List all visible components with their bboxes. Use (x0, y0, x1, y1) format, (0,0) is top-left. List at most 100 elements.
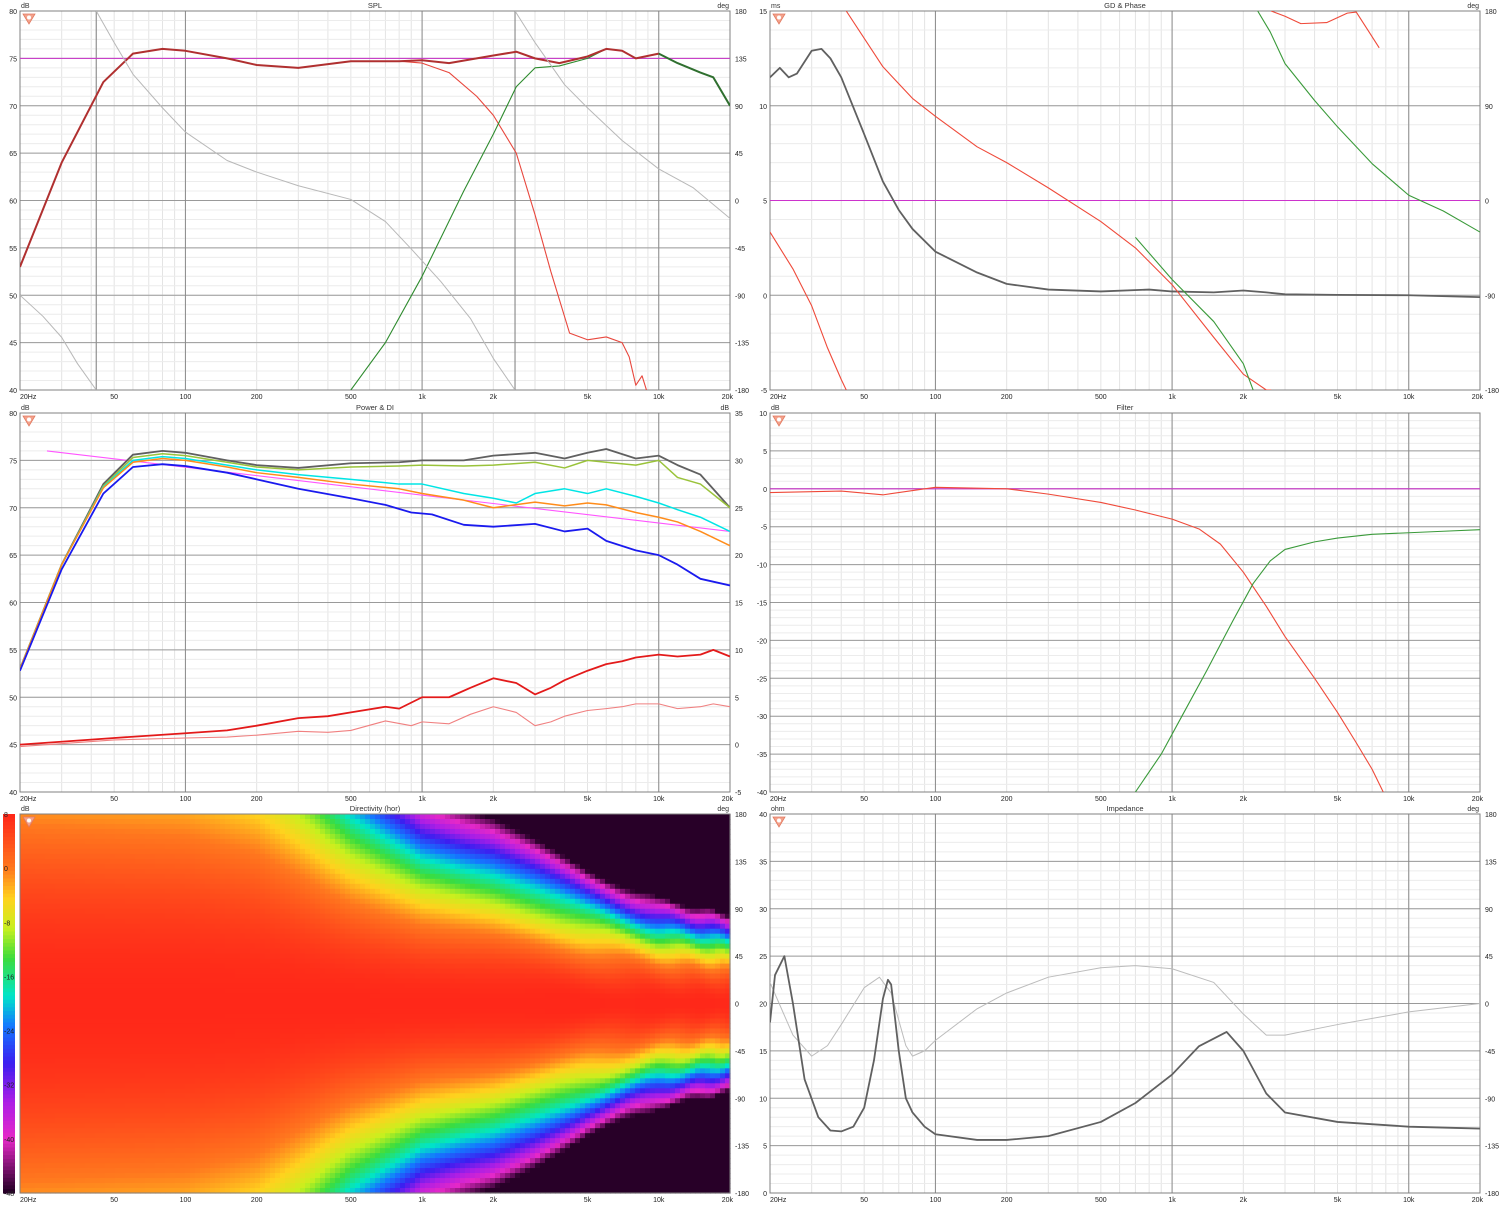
chart-directivity-colorbar-tick: -40 (4, 1137, 14, 1144)
chart-power-y-right-tick: 20 (735, 553, 743, 560)
chart-filter-x-tick: 5k (1334, 796, 1342, 803)
chart-directivity-y-right-tick: 0 (735, 1002, 739, 1009)
chart-power-x-tick: 10k (653, 796, 665, 803)
chart-filter-x-start-label: 20Hz (770, 796, 787, 803)
chart-filter-y-tick: 0 (763, 487, 767, 494)
chart-filter-x-tick: 200 (1001, 796, 1013, 803)
chart-filter-x-tick: 20k (1472, 796, 1484, 803)
chart-power-x-tick: 5k (584, 796, 592, 803)
chart-spl-y-right-tick: 135 (735, 56, 747, 63)
chart-spl-frame (19, 10, 731, 391)
chart-spl-y-right-tick: -180 (735, 388, 749, 395)
logo-icon (22, 816, 36, 828)
logo-icon (772, 13, 786, 25)
chart-impedance-x-tick: 5k (1334, 1197, 1342, 1204)
chart-filter-y-tick: 10 (759, 411, 767, 418)
chart-spl-y-right-tick: 180 (735, 9, 747, 16)
chart-power-y-tick: 65 (9, 553, 17, 560)
chart-directivity-colorbar-tick: 8 (4, 812, 8, 819)
chart-gd-series-2 (845, 11, 1272, 390)
chart-power-y-tick: 70 (9, 506, 17, 513)
chart-spl-x-tick: 1k (418, 394, 426, 401)
logo-icon (22, 415, 36, 427)
chart-power-y-right-tick: 0 (735, 743, 739, 750)
chart-filter-y-tick: -25 (757, 676, 767, 683)
chart-directivity-x-tick: 200 (251, 1197, 263, 1204)
chart-spl-series-2 (20, 47, 659, 268)
chart-filter-y-tick: -40 (757, 790, 767, 797)
chart-spl-y-tick: 50 (9, 293, 17, 300)
chart-power-series-1 (20, 448, 730, 670)
chart-directivity-frame (19, 813, 731, 1194)
chart-impedance-grid (770, 813, 1480, 1194)
chart-power-y-right-tick: 30 (735, 458, 743, 465)
chart-spl-x-tick: 200 (251, 394, 263, 401)
chart-spl-y-tick: 75 (9, 56, 17, 63)
chart-power-x-tick: 50 (110, 796, 118, 803)
chart-impedance-y-right-tick: 135 (1485, 859, 1497, 866)
chart-gd-unit-right: deg (1467, 3, 1479, 10)
chart-power-series-5 (20, 463, 730, 672)
chart-spl-title: SPL (368, 1, 382, 10)
chart-spl-y-right-tick: 0 (735, 199, 739, 206)
chart-power-x-tick: 1k (418, 796, 426, 803)
chart-power-y-tick: 50 (9, 695, 17, 702)
logo-icon (772, 816, 786, 828)
chart-filter-y-tick: -15 (757, 601, 767, 608)
chart-gd-y-tick: -5 (761, 388, 767, 395)
chart-power-y-right-tick: 5 (735, 695, 739, 702)
chart-filter-y-tick: 5 (763, 449, 767, 456)
chart-impedance-y-tick: 35 (759, 859, 767, 866)
chart-spl-y-tick: 70 (9, 104, 17, 111)
chart-impedance-y-right-tick: 45 (1485, 954, 1493, 961)
chart-impedance-x-tick: 500 (1095, 1197, 1107, 1204)
chart-gd-x-tick: 20k (1472, 394, 1484, 401)
chart-filter-x-tick: 500 (1095, 796, 1107, 803)
chart-gd-x-start-label: 20Hz (770, 394, 787, 401)
chart-spl-x-tick: 20k (722, 394, 734, 401)
chart-power-y-right-tick: 25 (735, 506, 743, 513)
chart-impedance-y-right-tick: -45 (1485, 1049, 1495, 1056)
chart-impedance-x-tick: 20k (1472, 1197, 1484, 1204)
chart-filter-y-tick: -30 (757, 714, 767, 721)
chart-impedance-y-right-tick: -90 (1485, 1096, 1495, 1103)
chart-directivity-y-right-tick: 45 (735, 954, 743, 961)
chart-spl-y-right-tick: -90 (735, 293, 745, 300)
chart-impedance-y-tick: 30 (759, 907, 767, 914)
chart-power-series-2 (20, 452, 730, 670)
chart-power-y-right-tick: -5 (735, 790, 741, 797)
chart-spl-x-tick: 2k (490, 394, 498, 401)
directivity-chart: -48 -40 -32 -24 -16 -8 0 8 Directivity (hor) dB de… (0, 804, 750, 1205)
chart-power-x-tick: 2k (490, 796, 498, 803)
chart-power-y-right-tick: 10 (735, 648, 743, 655)
chart-directivity-x-start-label: 20Hz (20, 1197, 37, 1204)
chart-directivity-y-right-tick: 135 (735, 859, 747, 866)
chart-spl-series-4 (95, 11, 516, 390)
chart-power-x-tick: 20k (722, 796, 734, 803)
chart-filter-y-tick: -20 (757, 638, 767, 645)
chart-power-series-6 (20, 648, 730, 746)
chart-impedance-y-tick: 15 (759, 1049, 767, 1056)
chart-directivity-x-tick: 500 (345, 1197, 357, 1204)
chart-gd-y-right-tick: -90 (1485, 293, 1495, 300)
chart-impedance-y-tick: 10 (759, 1096, 767, 1103)
chart-spl-y-tick: 40 (9, 388, 17, 395)
chart-power-y-tick: 45 (9, 743, 17, 750)
chart-filter-y-tick: -10 (757, 563, 767, 570)
chart-impedance-x-tick: 100 (930, 1197, 942, 1204)
chart-directivity-colorbar-tick: -16 (4, 974, 14, 981)
chart-gd-y-tick: 5 (763, 199, 767, 206)
logo-icon (22, 13, 36, 25)
chart-power-grid (20, 412, 730, 793)
chart-directivity-x-tick: 2k (490, 1197, 498, 1204)
chart-filter-series-1 (1134, 529, 1480, 792)
chart-impedance-series-1 (770, 955, 1480, 1141)
chart-impedance-series-0 (770, 965, 1480, 1057)
chart-gd-y-right-tick: 180 (1485, 9, 1497, 16)
chart-power-x-tick: 500 (345, 796, 357, 803)
chart-impedance-x-tick: 200 (1001, 1197, 1013, 1204)
chart-power-y-tick: 80 (9, 411, 17, 418)
chart-spl-grid (20, 10, 730, 391)
